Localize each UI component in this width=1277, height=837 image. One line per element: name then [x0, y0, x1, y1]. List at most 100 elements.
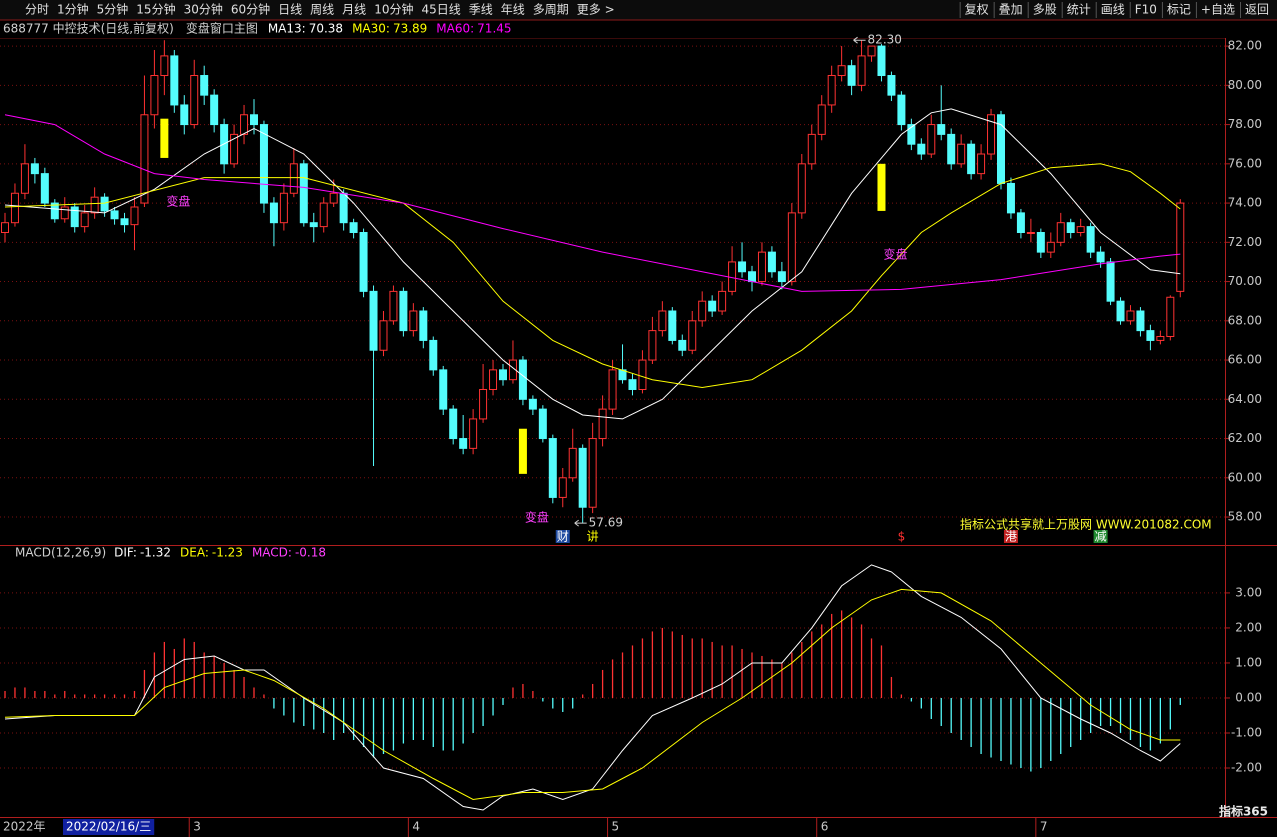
- toolbar-button[interactable]: 标记: [1167, 3, 1191, 17]
- signal-bar: [877, 163, 886, 211]
- signal-label: 变盘: [525, 509, 549, 524]
- signal-label: 变盘: [883, 246, 907, 261]
- candle-body: [907, 124, 916, 145]
- month-label: 7: [1040, 820, 1048, 834]
- y-tick-label: -2.00: [1231, 761, 1262, 775]
- toolbar-button[interactable]: +自选: [1201, 3, 1235, 17]
- candle-body: [947, 133, 956, 165]
- month-label: 3: [193, 820, 201, 834]
- candle-body: [80, 212, 89, 228]
- period-tab[interactable]: 45日线: [421, 3, 460, 17]
- candle-body: [50, 202, 59, 220]
- candle-body: [728, 261, 737, 292]
- annotation-label: 82.30: [868, 33, 902, 47]
- candle-body: [678, 339, 687, 351]
- candle-body: [90, 196, 99, 214]
- period-tab[interactable]: 5分钟: [97, 2, 129, 17]
- candle-body: [887, 75, 896, 96]
- annotation-arrow: [574, 519, 587, 527]
- candle-body: [987, 114, 996, 155]
- candle-body: [299, 163, 308, 224]
- candle-body: [668, 310, 677, 341]
- candle-body: [419, 310, 428, 341]
- footer-date-box: [63, 819, 155, 835]
- candle-body: [588, 438, 597, 508]
- candle-body: [100, 196, 109, 212]
- toolbar-button[interactable]: 复权: [965, 3, 989, 17]
- toolbar-button[interactable]: 画线: [1101, 3, 1125, 17]
- candle-body: [837, 65, 846, 77]
- annotation-label: 57.69: [589, 516, 623, 530]
- candle-body: [269, 202, 278, 224]
- legend-text: MACD:: [252, 546, 292, 560]
- toolbar-button[interactable]: 返回: [1245, 3, 1269, 17]
- period-tab[interactable]: 日线: [278, 3, 302, 17]
- candle-body: [200, 75, 209, 96]
- candle-body: [349, 222, 358, 234]
- candle-body: [757, 251, 766, 283]
- candle-body: [230, 133, 239, 165]
- candle-body: [967, 143, 976, 175]
- candle-body: [110, 210, 119, 220]
- period-tab[interactable]: 1分钟: [57, 2, 89, 17]
- legend-text: -1.23: [212, 546, 243, 560]
- candle-body: [429, 339, 438, 371]
- period-tab[interactable]: 年线: [501, 3, 525, 17]
- candle-body: [927, 124, 936, 155]
- toolbar-button[interactable]: 统计: [1067, 3, 1091, 17]
- legend-text: MA60:: [436, 22, 474, 36]
- period-tab[interactable]: 60分钟: [231, 2, 270, 17]
- period-tab[interactable]: 分时: [25, 3, 49, 17]
- indicator-line: [4, 588, 1181, 801]
- candle-body: [120, 218, 129, 226]
- toolbar-button[interactable]: F10: [1135, 3, 1157, 17]
- candle-body: [279, 192, 288, 224]
- y-tick-label: 66.00: [1228, 353, 1262, 367]
- candle-body: [240, 114, 249, 135]
- indicator-line: [4, 564, 1181, 811]
- candle-body: [598, 408, 607, 440]
- candle-body: [1176, 202, 1185, 292]
- candle-body: [977, 153, 986, 175]
- y-tick-label: 82.00: [1228, 39, 1262, 53]
- candle-body: [748, 271, 756, 283]
- candle-body: [897, 94, 906, 126]
- period-tab[interactable]: 周线: [310, 3, 334, 17]
- month-label: 6: [821, 820, 829, 834]
- candle-body: [767, 251, 776, 273]
- candle-body: [698, 300, 707, 322]
- period-tab[interactable]: 30分钟: [184, 2, 223, 17]
- period-tab[interactable]: 季线: [469, 3, 493, 17]
- y-tick-label: 74.00: [1228, 196, 1262, 210]
- toolbar-button[interactable]: 多股: [1033, 3, 1057, 17]
- signal-bar: [160, 118, 169, 158]
- period-tab[interactable]: 10分钟: [374, 2, 413, 17]
- y-tick-label: 0.00: [1235, 690, 1262, 704]
- footer-year: 2022年: [3, 820, 46, 834]
- candle-body: [439, 369, 448, 410]
- candle-body: [518, 359, 527, 400]
- y-tick-label: 80.00: [1228, 78, 1262, 92]
- event-badge: [1093, 530, 1108, 543]
- candle-body: [1156, 336, 1165, 341]
- candle-body: [1046, 241, 1055, 253]
- y-tick-label: 68.00: [1228, 313, 1262, 327]
- candle-body: [289, 163, 298, 194]
- candle-body: [1016, 212, 1025, 234]
- period-tab[interactable]: 多周期: [533, 3, 569, 17]
- y-tick-label: 62.00: [1228, 431, 1262, 445]
- event-label: 减: [1095, 530, 1107, 544]
- toolbar-bg: [0, 0, 1277, 20]
- candle-body: [718, 290, 727, 312]
- period-tab[interactable]: 15分钟: [136, 2, 175, 17]
- period-tab[interactable]: 月线: [342, 3, 366, 17]
- period-tab[interactable]: 更多 >: [577, 3, 615, 17]
- toolbar-button[interactable]: 叠加: [999, 3, 1023, 17]
- legend-text: -0.18: [295, 546, 326, 560]
- candle-body: [1056, 222, 1065, 243]
- legend-text: 70.38: [309, 22, 343, 36]
- candle-body: [409, 310, 418, 332]
- candle-body: [60, 206, 69, 220]
- candle-body: [1086, 226, 1095, 253]
- candle-body: [558, 477, 567, 498]
